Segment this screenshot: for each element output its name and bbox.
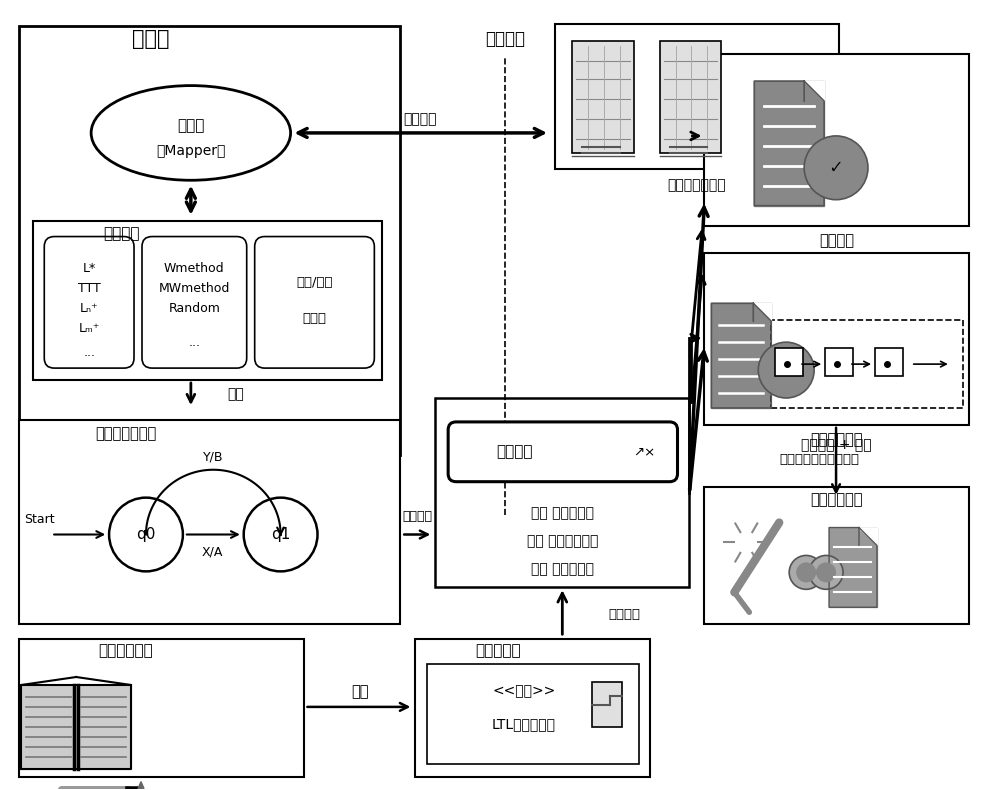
Text: 输入/输出: 输入/输出 <box>296 276 333 289</box>
Text: 协议状态机模型: 协议状态机模型 <box>95 427 157 442</box>
FancyBboxPatch shape <box>448 422 678 482</box>
Polygon shape <box>76 685 131 769</box>
Text: Wmethod: Wmethod <box>164 262 225 275</box>
FancyBboxPatch shape <box>572 41 634 152</box>
FancyBboxPatch shape <box>19 26 400 455</box>
FancyBboxPatch shape <box>555 24 839 169</box>
FancyBboxPatch shape <box>771 320 963 408</box>
FancyBboxPatch shape <box>415 639 650 777</box>
FancyBboxPatch shape <box>435 398 689 587</box>
FancyBboxPatch shape <box>19 639 304 777</box>
FancyBboxPatch shape <box>704 254 969 425</box>
Text: MWmethod: MWmethod <box>159 282 230 295</box>
Text: 请求响应: 请求响应 <box>403 112 437 126</box>
Text: 输入 形式化模型: 输入 形式化模型 <box>531 506 594 521</box>
Text: 学习机: 学习机 <box>132 29 170 49</box>
Ellipse shape <box>91 85 291 180</box>
Circle shape <box>244 498 318 571</box>
Text: Lₘ⁺: Lₘ⁺ <box>78 322 100 335</box>
Text: Lₙ⁺: Lₙ⁺ <box>80 302 98 314</box>
Text: 设计: 设计 <box>352 684 369 699</box>
FancyBboxPatch shape <box>704 487 969 624</box>
Text: 符合规范: 符合规范 <box>819 233 854 248</box>
FancyBboxPatch shape <box>592 682 622 727</box>
Text: LTL形式化准则: LTL形式化准则 <box>492 717 556 731</box>
Text: ↗×: ↗× <box>633 446 656 458</box>
Text: 输入模型: 输入模型 <box>402 510 432 523</box>
FancyBboxPatch shape <box>44 236 134 368</box>
FancyBboxPatch shape <box>19 420 400 624</box>
Circle shape <box>809 555 843 589</box>
FancyBboxPatch shape <box>660 41 721 152</box>
Text: 依据反例指导漏洞发现: 依据反例指导漏洞发现 <box>779 453 859 466</box>
Text: 排查实现漏洞: 排查实现漏洞 <box>810 492 863 507</box>
Polygon shape <box>754 81 824 205</box>
FancyBboxPatch shape <box>33 220 382 380</box>
Polygon shape <box>829 528 877 608</box>
Text: 输出: 输出 <box>227 387 244 401</box>
FancyBboxPatch shape <box>704 55 969 226</box>
Text: X/A: X/A <box>202 546 223 559</box>
Text: ✓: ✓ <box>829 159 844 177</box>
FancyBboxPatch shape <box>142 236 247 368</box>
Circle shape <box>796 562 816 582</box>
FancyBboxPatch shape <box>875 348 903 376</box>
Text: Random: Random <box>168 302 220 314</box>
FancyBboxPatch shape <box>255 236 374 368</box>
Text: （Mapper）: （Mapper） <box>156 144 226 158</box>
Circle shape <box>816 562 836 582</box>
FancyBboxPatch shape <box>427 664 639 764</box>
FancyBboxPatch shape <box>825 348 853 376</box>
Circle shape <box>109 498 183 571</box>
Text: L*: L* <box>83 262 96 275</box>
Text: 形式化准则: 形式化准则 <box>475 644 521 659</box>
Text: TTT: TTT <box>78 282 101 295</box>
Polygon shape <box>753 303 771 322</box>
Polygon shape <box>711 303 771 408</box>
Text: q0: q0 <box>136 527 156 542</box>
Text: 异常执行路径: 异常执行路径 <box>810 432 863 447</box>
Text: 执行 验证规范准则: 执行 验证规范准则 <box>527 535 598 548</box>
Circle shape <box>789 555 823 589</box>
Text: ✓: ✓ <box>829 159 844 177</box>
Text: 返回 合规性结论: 返回 合规性结论 <box>531 562 594 577</box>
Text: 违反规范 + 反例: 违反规范 + 反例 <box>801 438 871 452</box>
Text: ...: ... <box>83 346 95 359</box>
Text: q1: q1 <box>271 527 290 542</box>
Polygon shape <box>859 528 877 545</box>
Text: 相关协议规范: 相关协议规范 <box>99 644 153 659</box>
Circle shape <box>804 136 868 200</box>
Text: ✗: ✗ <box>780 363 793 378</box>
Text: <<组件>>: <<组件>> <box>492 684 556 698</box>
Text: 输入准则: 输入准则 <box>609 608 641 621</box>
Text: Y/B: Y/B <box>203 450 223 463</box>
FancyBboxPatch shape <box>775 348 803 376</box>
Polygon shape <box>138 781 144 788</box>
Text: Start: Start <box>24 513 55 526</box>
Circle shape <box>758 342 814 398</box>
Text: 测试接口: 测试接口 <box>485 30 525 48</box>
Text: 符号表: 符号表 <box>303 312 327 325</box>
Polygon shape <box>21 685 76 769</box>
Text: 学习算法: 学习算法 <box>103 226 139 241</box>
Text: 模型检测: 模型检测 <box>497 444 533 459</box>
Text: ...: ... <box>188 336 200 348</box>
Text: 映射器: 映射器 <box>177 118 205 134</box>
Polygon shape <box>804 81 824 101</box>
Text: 目标协议服务器: 目标协议服务器 <box>667 178 726 192</box>
